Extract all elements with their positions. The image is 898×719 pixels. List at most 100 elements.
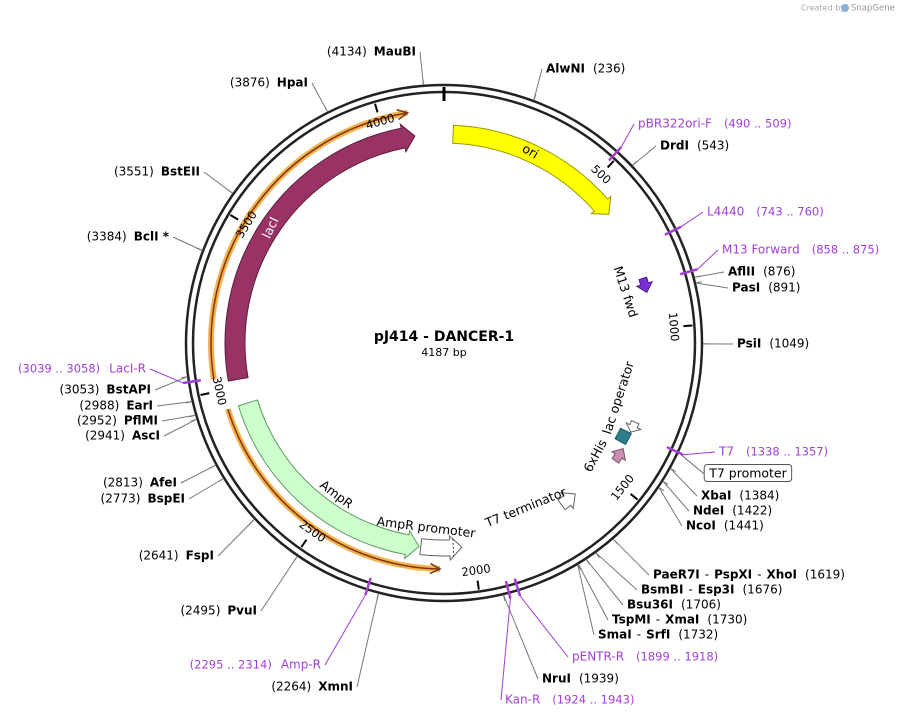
site-position: (2495) (180, 604, 220, 618)
site-position: (1706) (681, 598, 721, 612)
site-tick (227, 189, 233, 194)
site-position: (876) (763, 265, 795, 279)
primer-site (513, 578, 522, 597)
site-name: PflMI (124, 414, 158, 428)
site-leader (188, 478, 224, 500)
site-leader (503, 594, 539, 680)
site-leader (695, 282, 729, 289)
feature-label-box (703, 464, 793, 482)
t7-promoter-feature (625, 420, 643, 433)
site-leader (356, 593, 379, 688)
site-name: PasI (732, 281, 760, 295)
site-position: (2773) (101, 492, 141, 506)
site-leader (670, 468, 698, 497)
site-name: MauBI (374, 45, 416, 59)
ampr-highlight (227, 408, 441, 570)
site-tick (695, 281, 702, 284)
site-tick (185, 401, 192, 404)
primer-range: (490 .. 509) (724, 117, 792, 131)
feature-label: ori (520, 141, 542, 162)
ring-tick-label: 4000 (364, 111, 396, 133)
primer-site (666, 445, 684, 456)
site-name: AflII (728, 265, 755, 279)
site-position: (1939) (579, 672, 619, 686)
site-leader (662, 480, 690, 512)
site-leader (163, 418, 197, 437)
primer-leader (519, 595, 569, 658)
site-position: (2813) (103, 476, 143, 490)
site-position: (1732) (678, 628, 718, 642)
lacI-highlight-head (396, 109, 410, 121)
site-name: HpaI (277, 76, 308, 90)
feature-label: M13 fwd (611, 264, 642, 319)
primer-leader (697, 249, 719, 270)
site-leader (533, 68, 543, 101)
site-position: (891) (768, 281, 800, 295)
lacI-highlight (210, 112, 408, 380)
site-position: (1730) (707, 613, 747, 627)
site-tick (249, 519, 255, 524)
site-position: (2264) (271, 680, 311, 694)
site-name: XmnI (318, 680, 353, 694)
site-name: BspEI (147, 492, 185, 506)
m13-fwd-feature (635, 276, 654, 294)
watermark-prefix: Created by (801, 4, 845, 13)
site-leader (217, 519, 255, 557)
site-position: (1441) (724, 519, 764, 533)
ampr-promoter-feature (419, 534, 463, 562)
lac-operator-feature (614, 427, 632, 446)
primer-site (608, 146, 623, 162)
site-name: TspMI (612, 613, 651, 627)
primer-range: (743 .. 760) (756, 205, 824, 219)
site-position: (2952) (77, 414, 117, 428)
site-tick (190, 418, 197, 422)
site-name: AfeI (150, 476, 177, 490)
site-position: (543) (697, 139, 729, 153)
site-name: Bsu36I (627, 598, 673, 612)
plasmid-length: 4187 bp (421, 346, 466, 359)
site-tick (324, 106, 328, 112)
site-separator: - (656, 613, 660, 627)
site-tick (210, 464, 216, 469)
ring-tick (200, 392, 210, 396)
ring-tick (606, 160, 615, 169)
site-leader (612, 538, 650, 576)
site-leader (595, 552, 638, 591)
ampr-highlight-head (429, 562, 442, 575)
primer-range: (3039 .. 3058) (18, 362, 100, 376)
promoter-boundary (452, 538, 455, 557)
site-name: SrfI (646, 628, 670, 642)
primer-name: M13 Forward (722, 243, 800, 257)
primer-range: (1338 .. 1357) (746, 445, 828, 459)
ring-tick (300, 539, 308, 548)
ampr-feature (237, 399, 420, 560)
site-tick (612, 538, 618, 544)
primer-name: T7 (718, 445, 734, 459)
site-tick (585, 559, 590, 565)
site-tick (670, 468, 677, 472)
site-name: NdeI (693, 504, 724, 518)
site-name: AlwNI (546, 62, 585, 76)
site-name: XmaI (665, 613, 699, 627)
ori-feature (452, 124, 612, 215)
primer-leader (680, 211, 704, 228)
ring-tick-label: 3000 (210, 375, 230, 407)
site-tick (293, 556, 298, 562)
site-name: NcoI (686, 519, 716, 533)
primer-site (364, 577, 372, 596)
feature-label: 6xHis (580, 437, 610, 475)
site-name: SmaI (598, 628, 632, 642)
site-name: XhoI (767, 568, 798, 582)
ring-tick-label: 1000 (666, 312, 682, 342)
t7-terminator-feature (557, 492, 576, 511)
site-leader (577, 564, 595, 636)
primer-name: LacI-R (109, 362, 146, 376)
primer-site (664, 225, 682, 236)
site-position: (1049) (769, 337, 809, 351)
site-name: EarI (126, 399, 153, 413)
primer-name: Amp-R (281, 658, 321, 672)
primer-leader (500, 598, 511, 701)
site-leader (577, 564, 609, 621)
feature-leader (677, 451, 705, 475)
